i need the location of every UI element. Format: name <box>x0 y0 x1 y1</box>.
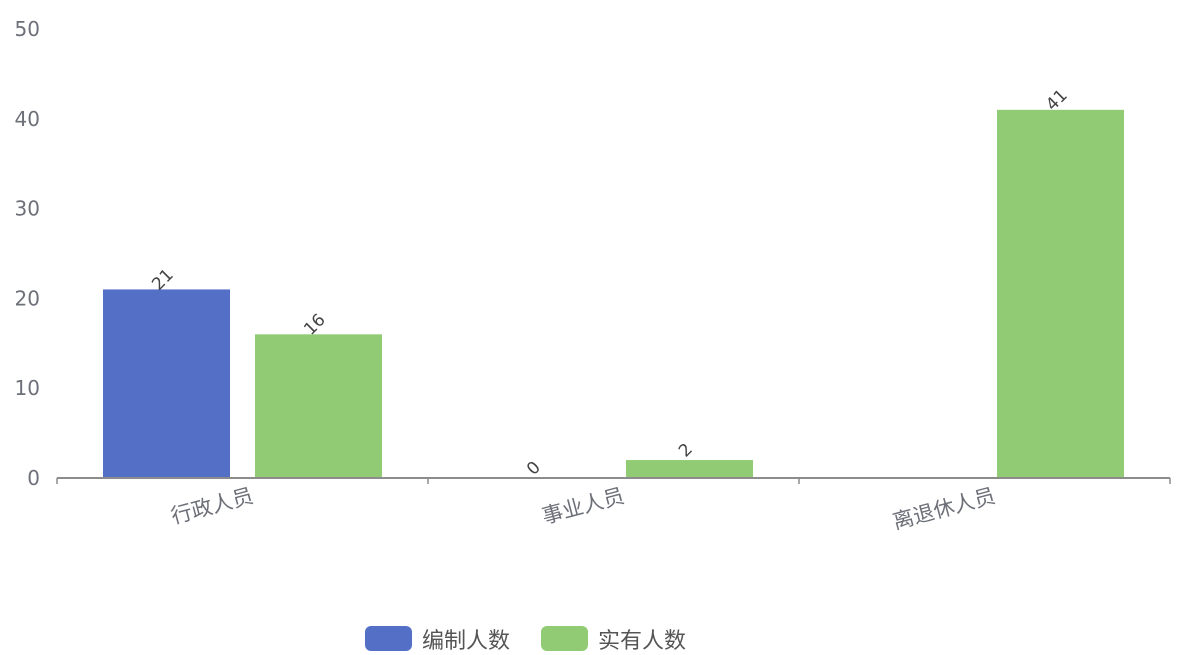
legend-item[interactable]: 编制人数 <box>365 626 510 651</box>
legend-swatch <box>365 626 412 651</box>
legend-label: 编制人数 <box>422 629 510 651</box>
x-tick-label: 离退休人员 <box>890 484 998 534</box>
bar[interactable] <box>255 334 382 478</box>
data-label: 2 <box>675 440 697 462</box>
y-tick-label: 20 <box>15 286 40 310</box>
y-tick-label: 10 <box>15 376 40 400</box>
x-axis-labels: 行政人员 事业人员 离退休人员 <box>168 484 997 534</box>
legend-label: 实有人数 <box>598 629 686 651</box>
y-tick-label: 0 <box>27 466 40 490</box>
bar[interactable] <box>626 460 753 478</box>
y-axis-labels: 0 10 20 30 40 50 <box>15 17 40 490</box>
bar[interactable] <box>997 110 1124 478</box>
x-tick-label: 事业人员 <box>539 484 626 529</box>
data-label: 0 <box>523 458 545 480</box>
y-tick-label: 30 <box>15 197 40 221</box>
bar[interactable] <box>103 289 230 478</box>
legend-swatch <box>541 626 588 651</box>
x-tick-label: 行政人员 <box>168 484 255 529</box>
x-axis <box>57 478 1170 484</box>
legend[interactable]: 编制人数 实有人数 <box>365 626 686 651</box>
y-tick-label: 40 <box>15 107 40 131</box>
legend-item[interactable]: 实有人数 <box>541 626 686 651</box>
bars <box>103 110 1124 478</box>
y-tick-label: 50 <box>15 17 40 41</box>
